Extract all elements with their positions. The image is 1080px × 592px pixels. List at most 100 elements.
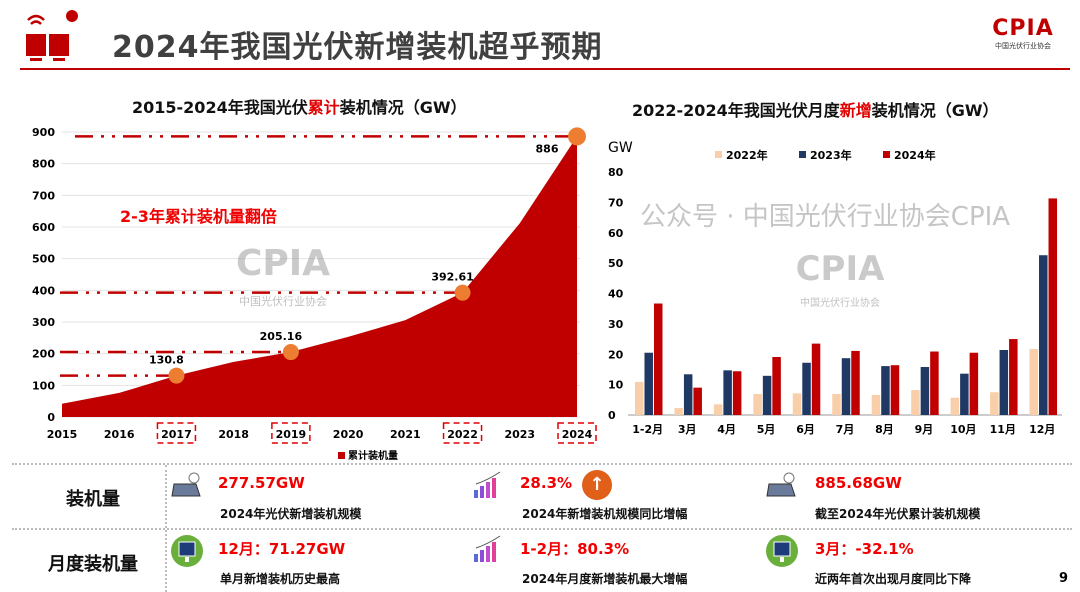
y-axis-unit: GW (608, 140, 633, 156)
y-tick-label: 900 (32, 126, 55, 139)
bar (930, 351, 939, 415)
bar (674, 408, 683, 415)
bar (950, 397, 960, 415)
y-tick-label: 100 (32, 379, 55, 392)
x-tick-label: 2017 (161, 428, 192, 441)
legend-label: 2022年 (726, 148, 768, 162)
watermark-logo: CPIA (236, 243, 330, 284)
legend-swatch (338, 452, 345, 459)
x-tick-label: 12月 (1029, 423, 1055, 436)
y-tick-label: 0 (47, 411, 55, 424)
legend-label: 2024年 (894, 148, 936, 162)
bar (713, 404, 723, 415)
bar (871, 394, 881, 415)
x-tick-label: 2018 (218, 428, 249, 441)
x-tick-label: 9月 (915, 423, 934, 436)
stat-value: 12月：71.27GW (218, 540, 346, 558)
stat-description: 单月新增装机历史最高 (220, 572, 341, 586)
x-tick-label: 2022 (447, 428, 478, 441)
year-highlight-box (271, 422, 311, 444)
x-tick-label: 8月 (875, 423, 894, 436)
data-point (282, 344, 299, 361)
bar (1048, 198, 1058, 415)
stat-value: 885.68GW (815, 474, 902, 492)
bar (792, 393, 802, 415)
bar (881, 366, 890, 415)
watermark-logo: CPIA (796, 249, 886, 289)
legend-label: 2023年 (810, 148, 852, 162)
bar (841, 358, 851, 415)
y-tick-label: 60 (608, 227, 624, 240)
overlay-watermark: 公众号 · 中国光伏行业协会CPIA (640, 202, 1011, 232)
monthly-bar-chart: GW 0 10 20 30 40 50 60 70 80 CPIA 中国光伏行业协会 1-2月 3月 4月 5… (608, 140, 1062, 436)
y-tick-label: 50 (608, 257, 624, 270)
bar (1029, 349, 1039, 415)
bar (969, 352, 979, 415)
row-label-monthly: 月度装机量 (48, 554, 138, 575)
page-title: 2024年我国光伏新增装机超乎预期 (112, 30, 603, 65)
bar (990, 392, 999, 415)
x-tick-label: 3月 (678, 423, 697, 436)
bar (802, 362, 811, 415)
stat-description: 2024年光伏新增装机规模 (220, 507, 362, 521)
y-tick-label: 300 (32, 316, 55, 329)
x-tick-label: 5月 (757, 423, 776, 436)
bar (644, 352, 653, 415)
stat-value: 277.57GW (218, 474, 305, 492)
stat-value: 1-2月：80.3% (520, 540, 630, 558)
bar (890, 365, 900, 415)
x-tick-label: 2020 (333, 428, 364, 441)
cpia-logo: CPIA 中国光伏行业协会 (992, 16, 1054, 50)
x-tick-label: 2016 (104, 428, 135, 441)
area-series (62, 136, 577, 417)
bar (762, 375, 772, 415)
bar (683, 374, 693, 415)
bar (911, 390, 920, 415)
year-highlight-box (442, 422, 483, 444)
stat-description: 2024年新增装机规模同比增幅 (522, 507, 688, 521)
bar (960, 373, 969, 415)
watermark-sub: 中国光伏行业协会 (239, 294, 327, 308)
stat-description: 2024年月度新增装机最大增幅 (522, 572, 688, 586)
x-tick-label: 7月 (836, 423, 855, 436)
row-label-installed: 装机量 (66, 489, 120, 510)
stat-description: 截至2024年光伏累计装机规模 (815, 507, 981, 521)
data-point (454, 284, 471, 301)
bar (693, 387, 702, 415)
y-tick-label: 400 (32, 284, 55, 297)
annotation: 2-3年累计装机量翻倍 (120, 207, 277, 226)
bar (999, 349, 1009, 415)
data-point (568, 127, 586, 146)
year-highlight-box (156, 422, 197, 444)
y-tick-label: 30 (608, 318, 624, 331)
legend-label: 累计装机量 (348, 449, 398, 462)
solar-panel-sun-icon (170, 470, 204, 500)
data-point (168, 367, 185, 384)
data-label: 886 (536, 142, 559, 155)
legend-swatch (799, 151, 806, 158)
y-tick-label: 700 (32, 189, 55, 202)
bar (723, 370, 732, 415)
solar-panel-sun-icon (765, 470, 799, 500)
watermark-sub: 中国光伏行业协会 (800, 296, 880, 309)
bar (832, 394, 841, 415)
y-tick-label: 10 (608, 379, 624, 392)
bar (753, 394, 762, 415)
y-tick-label: 600 (32, 221, 55, 234)
title-divider (20, 68, 1070, 70)
bar (1039, 255, 1048, 415)
x-tick-label: 2023 (504, 428, 535, 441)
y-tick-label: 20 (608, 348, 624, 361)
page-number: 9 (1058, 571, 1068, 586)
growth-bar-icon (470, 534, 504, 564)
data-label: 205.16 (260, 330, 303, 343)
x-tick-label: 11月 (990, 423, 1016, 436)
left-chart-title: 2015-2024年我国光伏累计装机情况（GW） (132, 98, 467, 117)
x-tick-label: 2024 (562, 428, 593, 441)
bar (851, 350, 860, 415)
data-label: 392.61 (431, 271, 473, 284)
x-tick-label: 2019 (276, 428, 307, 441)
x-tick-label: 2021 (390, 428, 421, 441)
y-tick-label: 40 (608, 288, 624, 301)
stat-value: 28.3% (520, 474, 573, 492)
